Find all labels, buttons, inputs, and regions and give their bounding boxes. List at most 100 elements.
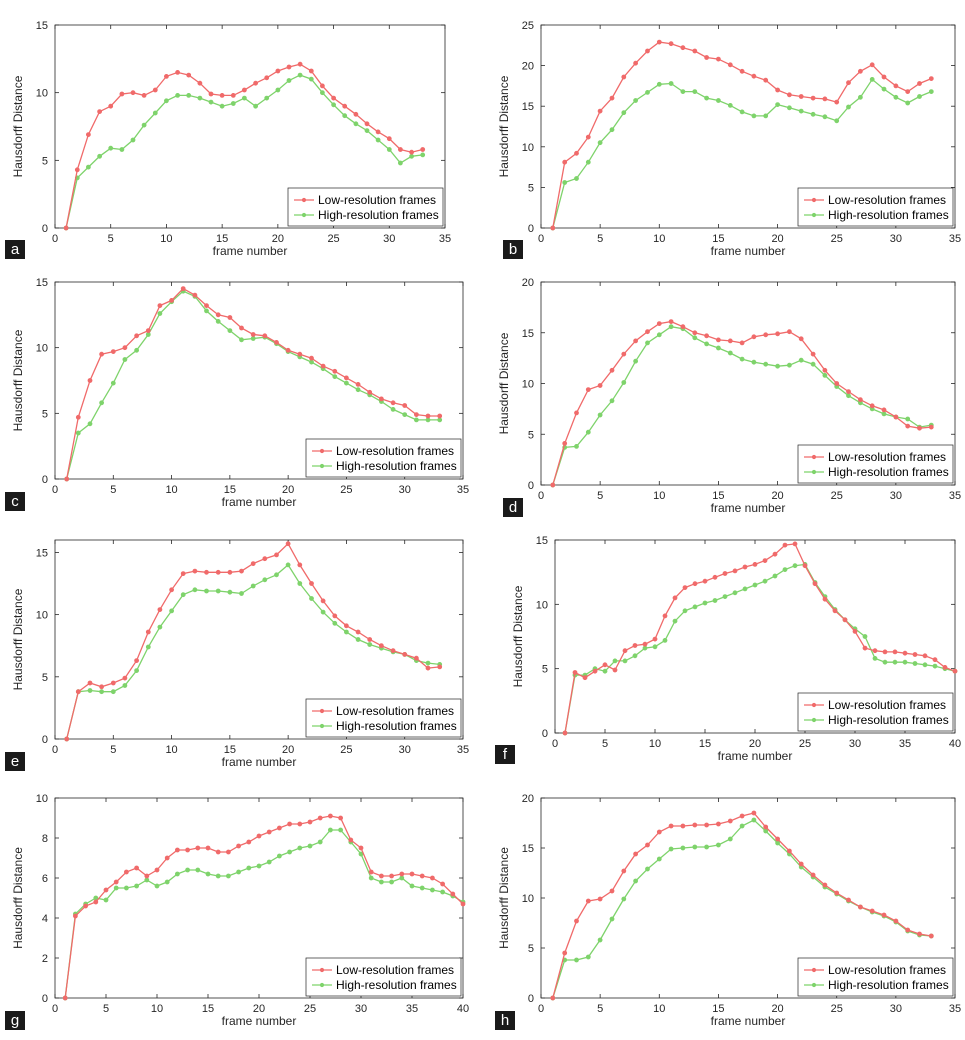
plot-area-frame bbox=[54, 24, 446, 229]
x-tick-label: 25 bbox=[831, 490, 843, 502]
data-point bbox=[905, 416, 911, 422]
data-point bbox=[225, 873, 231, 879]
data-point bbox=[550, 225, 556, 231]
data-point bbox=[892, 649, 898, 655]
legend-entry: High-resolution frames bbox=[336, 459, 457, 473]
x-tick-label: 30 bbox=[383, 233, 395, 245]
data-point bbox=[122, 357, 128, 362]
data-point bbox=[763, 361, 769, 367]
data-point bbox=[846, 393, 851, 399]
data-point bbox=[893, 918, 899, 924]
data-point bbox=[309, 359, 314, 365]
data-point bbox=[852, 629, 858, 634]
legend-marker bbox=[301, 197, 307, 203]
x-tick-label: 5 bbox=[108, 233, 114, 245]
data-point bbox=[413, 412, 419, 417]
data-point bbox=[602, 668, 608, 674]
data-point bbox=[99, 684, 104, 690]
series-line-low bbox=[64, 815, 464, 999]
x-tick-label: 5 bbox=[597, 1003, 603, 1015]
x-tick-label: 25 bbox=[799, 738, 811, 750]
data-point bbox=[368, 869, 374, 875]
data-point bbox=[164, 879, 170, 885]
data-point bbox=[574, 150, 579, 156]
data-point bbox=[332, 620, 338, 626]
data-point bbox=[881, 86, 887, 92]
data-point bbox=[124, 885, 129, 891]
data-point bbox=[597, 140, 603, 146]
data-point bbox=[621, 351, 627, 357]
data-point bbox=[145, 644, 151, 650]
data-point bbox=[716, 821, 721, 827]
data-point bbox=[633, 358, 638, 364]
data-point bbox=[562, 159, 568, 165]
data-point bbox=[645, 329, 650, 335]
data-point bbox=[157, 303, 163, 308]
data-point bbox=[144, 873, 150, 879]
data-point bbox=[742, 564, 748, 570]
legend-box bbox=[305, 957, 462, 997]
data-point bbox=[612, 667, 618, 673]
data-point bbox=[692, 581, 698, 587]
data-point bbox=[574, 410, 579, 416]
y-tick-label: 20 bbox=[522, 793, 534, 805]
data-point bbox=[239, 591, 244, 596]
data-point bbox=[621, 110, 627, 116]
x-tick-label: 35 bbox=[949, 490, 961, 502]
data-point bbox=[763, 113, 769, 119]
data-point bbox=[227, 328, 233, 333]
data-point bbox=[355, 387, 361, 393]
x-tick-label: 15 bbox=[712, 490, 724, 502]
data-point bbox=[822, 96, 828, 102]
data-point bbox=[642, 641, 648, 647]
legend-entry: High-resolution frames bbox=[318, 208, 439, 222]
data-point bbox=[680, 324, 686, 330]
panel-label-box bbox=[503, 498, 523, 517]
data-point bbox=[205, 845, 211, 851]
data-point bbox=[286, 78, 292, 83]
data-point bbox=[928, 76, 934, 81]
legend-marker bbox=[811, 454, 817, 460]
data-point bbox=[822, 114, 828, 120]
data-point bbox=[399, 875, 405, 881]
data-point bbox=[343, 629, 349, 635]
data-point bbox=[672, 618, 678, 624]
y-tick-label: 0 bbox=[42, 993, 48, 1005]
x-axis-label: frame number bbox=[711, 501, 786, 515]
legend-marker bbox=[811, 212, 817, 218]
panel-label-box bbox=[5, 1011, 25, 1030]
y-tick-label: 15 bbox=[536, 535, 548, 547]
y-tick-label: 10 bbox=[36, 343, 48, 355]
data-point bbox=[174, 871, 180, 877]
data-point bbox=[317, 815, 323, 821]
x-tick-label: 20 bbox=[253, 1003, 265, 1015]
y-axis-label: Hausdorff Distance bbox=[11, 329, 25, 431]
data-point bbox=[668, 846, 674, 852]
data-point bbox=[239, 337, 244, 343]
data-point bbox=[342, 113, 348, 119]
series-line-low bbox=[564, 543, 956, 734]
data-point bbox=[574, 443, 579, 449]
legend-box bbox=[797, 444, 954, 484]
data-point bbox=[390, 400, 396, 406]
y-tick-label: 0 bbox=[42, 734, 48, 746]
data-point bbox=[332, 374, 338, 379]
legend-entry: Low-resolution frames bbox=[336, 963, 454, 977]
data-point bbox=[716, 98, 721, 103]
x-tick-label: 30 bbox=[890, 1003, 902, 1015]
data-point bbox=[64, 476, 70, 482]
legend-entry: High-resolution frames bbox=[828, 713, 949, 727]
data-point bbox=[367, 637, 373, 642]
data-point bbox=[343, 375, 349, 381]
data-point bbox=[881, 407, 887, 413]
x-tick-label: 35 bbox=[949, 1003, 961, 1015]
x-tick-label: 25 bbox=[831, 233, 843, 245]
data-point bbox=[320, 598, 326, 604]
data-point bbox=[62, 995, 68, 1001]
x-tick-label: 20 bbox=[771, 490, 783, 502]
data-point bbox=[97, 153, 102, 159]
data-point bbox=[204, 303, 209, 308]
data-point bbox=[763, 332, 769, 338]
